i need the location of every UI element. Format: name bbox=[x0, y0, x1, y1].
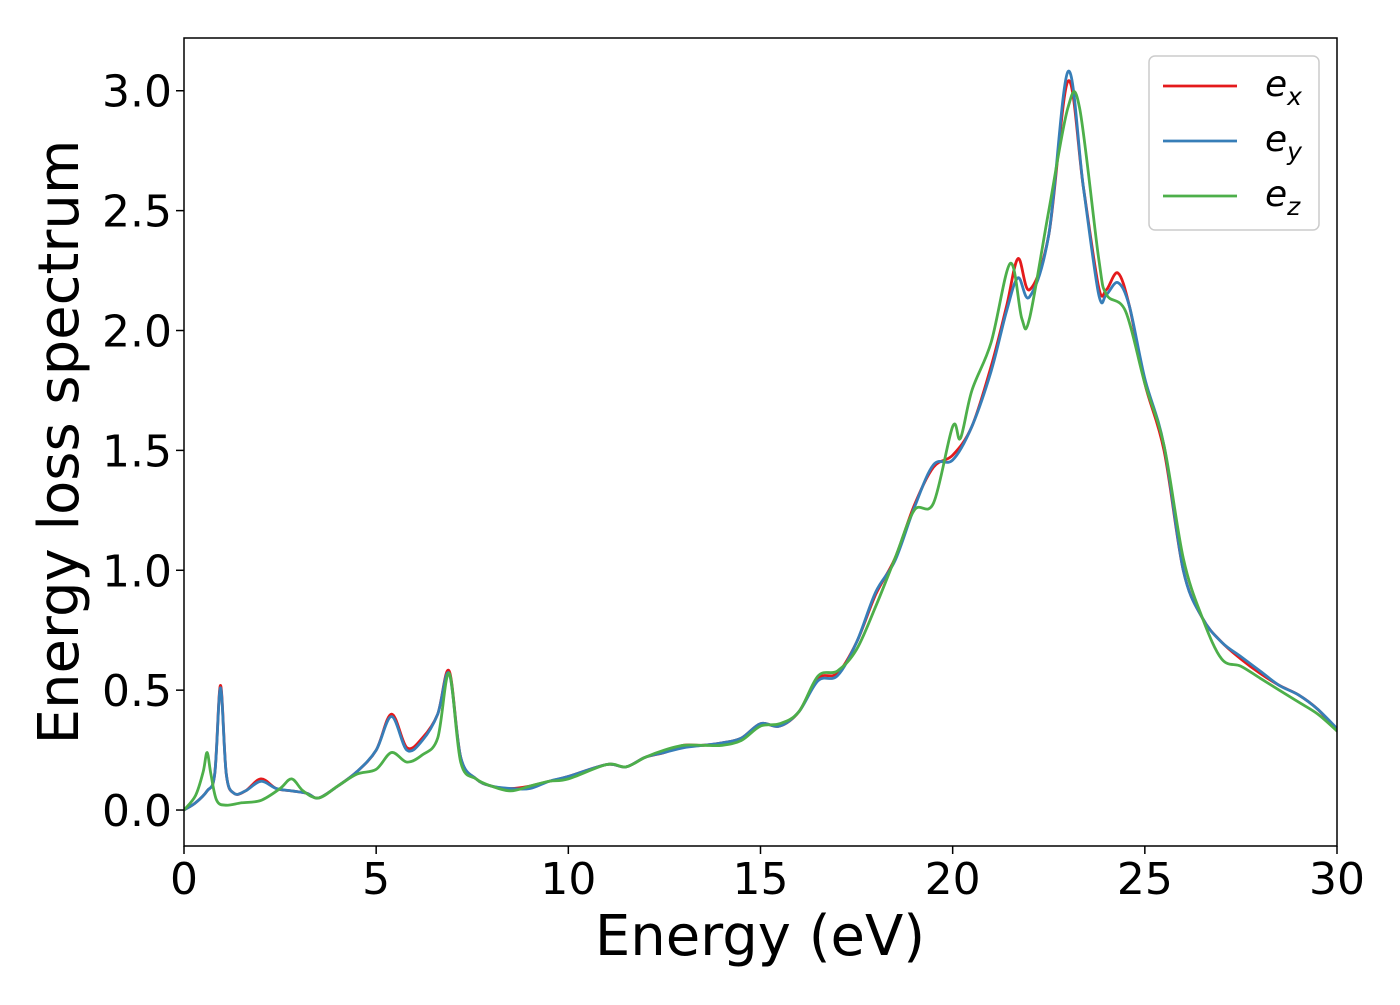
x-tick-label: 25 bbox=[1117, 854, 1173, 905]
legend-box bbox=[1148, 55, 1320, 231]
series-line-ez bbox=[184, 90, 1337, 812]
legend-subscript: z bbox=[1286, 192, 1301, 221]
y-tick-label: 2.5 bbox=[102, 187, 172, 238]
legend-subscript: x bbox=[1286, 82, 1302, 111]
legend-subscript: y bbox=[1286, 137, 1303, 166]
x-tick-label: 10 bbox=[540, 854, 596, 905]
y-tick-label: 1.0 bbox=[102, 546, 172, 597]
x-tick-label: 0 bbox=[170, 854, 198, 905]
x-axis-title: Energy (eV) bbox=[595, 904, 925, 969]
x-tick-label: 15 bbox=[733, 854, 789, 905]
y-tick-label: 2.0 bbox=[102, 307, 172, 358]
legend-label: ez bbox=[1265, 174, 1301, 221]
y-axis-title: Energy loss spectrum bbox=[27, 140, 92, 745]
x-tick-label: 5 bbox=[362, 854, 390, 905]
y-tick-label: 0.5 bbox=[102, 666, 172, 717]
y-tick-label: 0.0 bbox=[102, 786, 172, 837]
y-tick-label: 1.5 bbox=[102, 426, 172, 477]
x-tick-label: 20 bbox=[925, 854, 981, 905]
x-tick-label: 30 bbox=[1309, 854, 1365, 905]
y-tick-label: 3.0 bbox=[102, 67, 172, 118]
